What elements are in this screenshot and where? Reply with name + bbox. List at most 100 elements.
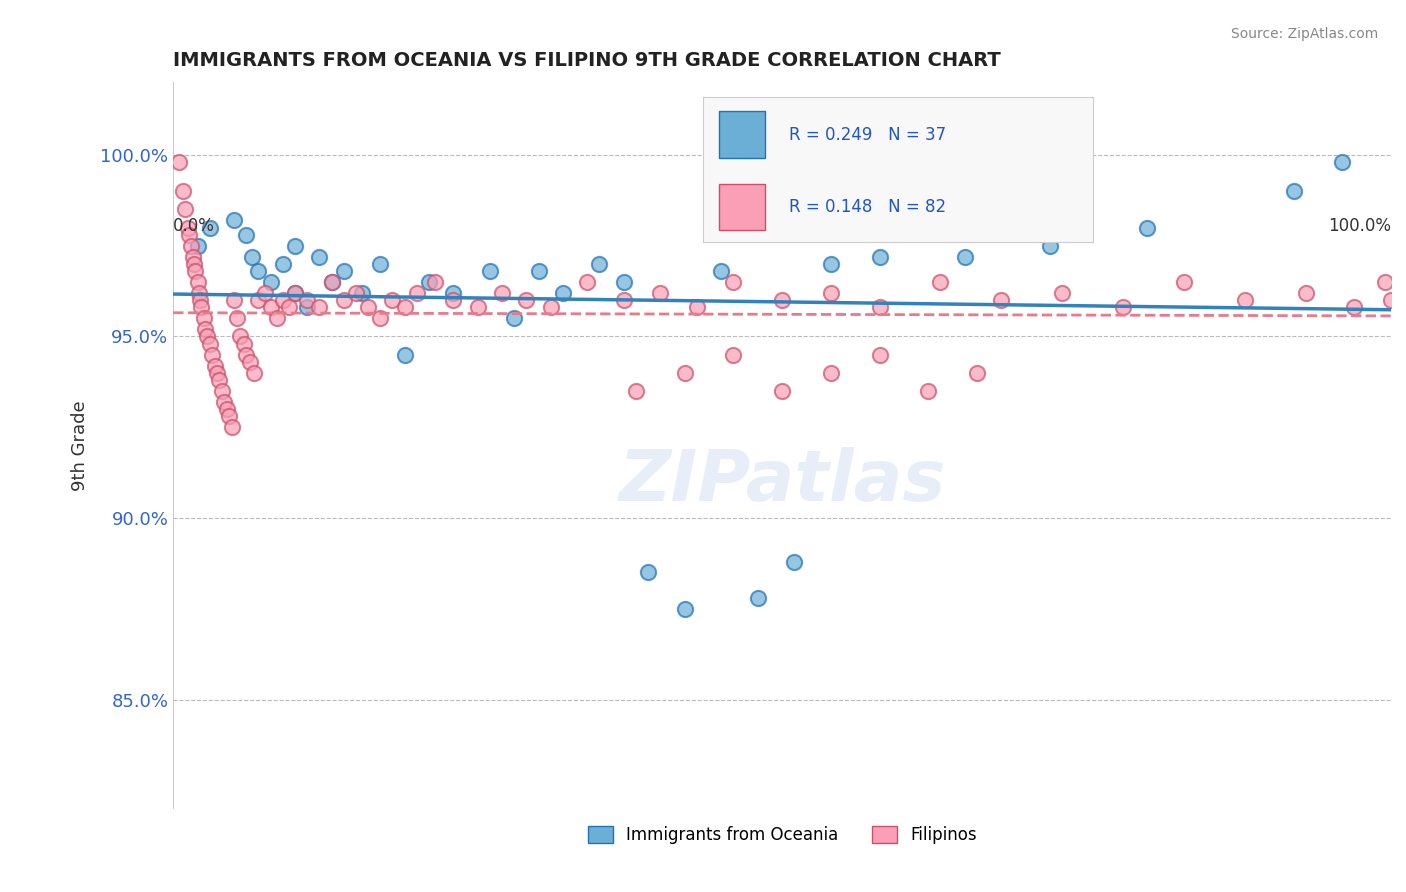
Point bbox=[195, 329, 218, 343]
Point bbox=[515, 293, 537, 308]
Point bbox=[205, 366, 228, 380]
Point bbox=[259, 275, 281, 289]
Point bbox=[266, 311, 288, 326]
Point bbox=[259, 301, 281, 315]
Point bbox=[710, 264, 733, 278]
Point bbox=[232, 336, 254, 351]
Point bbox=[177, 220, 200, 235]
Point bbox=[308, 250, 330, 264]
Text: ZIPatlas: ZIPatlas bbox=[619, 447, 946, 516]
Point bbox=[201, 348, 224, 362]
Point bbox=[174, 202, 197, 217]
Point bbox=[673, 366, 696, 380]
Point bbox=[368, 311, 391, 326]
Point bbox=[1112, 301, 1135, 315]
Point bbox=[990, 293, 1012, 308]
Point bbox=[242, 366, 264, 380]
Point bbox=[1295, 285, 1317, 300]
Point bbox=[247, 264, 270, 278]
Point bbox=[229, 329, 252, 343]
Point bbox=[1374, 275, 1396, 289]
Point bbox=[284, 285, 307, 300]
Point bbox=[357, 301, 380, 315]
Legend: Immigrants from Oceania, Filipinos: Immigrants from Oceania, Filipinos bbox=[588, 825, 977, 844]
Point bbox=[381, 293, 404, 308]
Point bbox=[588, 257, 610, 271]
Point bbox=[686, 301, 709, 315]
Point bbox=[235, 348, 257, 362]
Point bbox=[308, 301, 330, 315]
Point bbox=[394, 348, 416, 362]
Point bbox=[284, 238, 307, 252]
Point bbox=[332, 264, 354, 278]
Point bbox=[208, 373, 231, 387]
Point bbox=[820, 285, 842, 300]
Point bbox=[917, 384, 939, 398]
Point bbox=[613, 293, 636, 308]
Point bbox=[187, 275, 209, 289]
Point bbox=[368, 257, 391, 271]
Point bbox=[198, 336, 221, 351]
Point bbox=[673, 601, 696, 615]
Point bbox=[247, 293, 270, 308]
Point bbox=[181, 250, 204, 264]
Point bbox=[527, 264, 550, 278]
Point bbox=[1331, 155, 1354, 169]
Point bbox=[1173, 275, 1195, 289]
Point bbox=[869, 301, 891, 315]
Point bbox=[478, 264, 501, 278]
Point bbox=[183, 257, 205, 271]
Point bbox=[491, 285, 513, 300]
Point bbox=[224, 213, 246, 227]
Point bbox=[551, 285, 574, 300]
Point bbox=[194, 322, 217, 336]
Point bbox=[723, 348, 745, 362]
Point bbox=[1233, 293, 1256, 308]
Point bbox=[820, 257, 842, 271]
Point bbox=[172, 184, 194, 198]
Point bbox=[187, 285, 209, 300]
Point bbox=[576, 275, 599, 289]
Point bbox=[783, 555, 806, 569]
Point bbox=[193, 311, 215, 326]
Point bbox=[321, 275, 343, 289]
Point bbox=[1379, 293, 1402, 308]
Point bbox=[624, 384, 647, 398]
Point bbox=[344, 285, 367, 300]
Point bbox=[441, 293, 464, 308]
Point bbox=[253, 285, 276, 300]
Point bbox=[169, 155, 191, 169]
Point bbox=[423, 275, 446, 289]
Point bbox=[350, 285, 373, 300]
Point bbox=[221, 420, 243, 434]
Point bbox=[225, 311, 247, 326]
Point bbox=[190, 301, 212, 315]
Point bbox=[394, 301, 416, 315]
Point bbox=[503, 311, 526, 326]
Point bbox=[441, 285, 464, 300]
Point bbox=[747, 591, 769, 605]
Point bbox=[321, 275, 343, 289]
Point bbox=[214, 394, 236, 409]
Point bbox=[295, 293, 318, 308]
Point bbox=[188, 293, 211, 308]
Point bbox=[211, 384, 233, 398]
Point bbox=[869, 348, 891, 362]
Point bbox=[723, 275, 745, 289]
Point bbox=[271, 257, 294, 271]
Y-axis label: 9th Grade: 9th Grade bbox=[72, 401, 89, 491]
Point bbox=[239, 355, 262, 369]
Point bbox=[1050, 285, 1073, 300]
Point bbox=[1039, 238, 1062, 252]
Point bbox=[235, 227, 257, 242]
Point bbox=[215, 402, 238, 417]
Point bbox=[271, 293, 294, 308]
Point bbox=[240, 250, 263, 264]
Point bbox=[1136, 220, 1159, 235]
Point bbox=[405, 285, 427, 300]
Point bbox=[770, 384, 793, 398]
Point bbox=[869, 250, 891, 264]
Point bbox=[820, 366, 842, 380]
Point bbox=[177, 227, 200, 242]
Text: Source: ZipAtlas.com: Source: ZipAtlas.com bbox=[1230, 27, 1378, 41]
